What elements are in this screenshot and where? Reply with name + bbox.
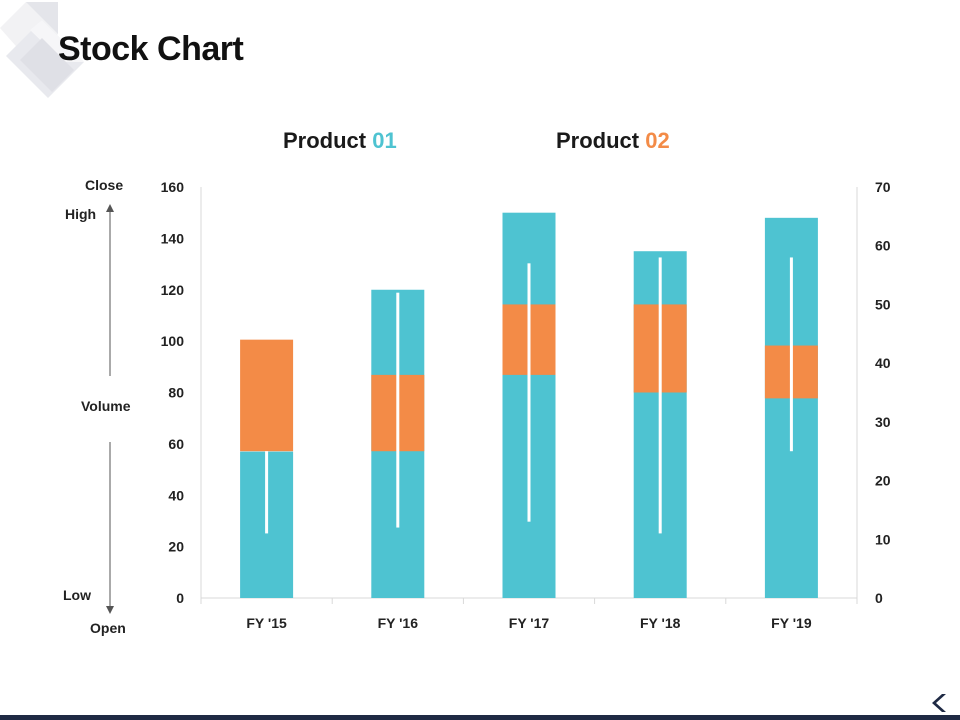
category-label: FY '15 bbox=[246, 615, 287, 631]
footer-bar bbox=[0, 715, 960, 720]
legend-product-02: Product 02 bbox=[556, 128, 670, 154]
left-tick-label: 20 bbox=[168, 539, 184, 555]
low-label: Low bbox=[63, 587, 91, 603]
left-tick-label: 60 bbox=[168, 436, 184, 452]
right-tick-label: 70 bbox=[875, 179, 891, 195]
high-low-wicks bbox=[265, 257, 793, 534]
right-tick-label: 40 bbox=[875, 355, 891, 371]
high-label: High bbox=[65, 206, 97, 222]
high-low-wick bbox=[265, 451, 269, 534]
left-tick-label: 140 bbox=[161, 230, 185, 246]
open-close-box bbox=[240, 339, 294, 452]
high-low-wick bbox=[396, 292, 400, 528]
right-tick-label: 30 bbox=[875, 414, 891, 430]
high-low-wick bbox=[527, 263, 531, 522]
right-tick-label: 60 bbox=[875, 238, 891, 254]
right-tick-label: 0 bbox=[875, 590, 883, 606]
legend-product-01-number: 01 bbox=[372, 128, 397, 153]
category-label: FY '19 bbox=[771, 615, 812, 631]
high-low-wick bbox=[658, 257, 662, 534]
legend-product-01-label: Product bbox=[283, 128, 367, 153]
close-label: Close bbox=[85, 177, 124, 193]
volume-label: Volume bbox=[81, 398, 131, 414]
right-tick-label: 10 bbox=[875, 531, 891, 547]
high-low-wick bbox=[789, 257, 793, 452]
left-tick-label: 40 bbox=[168, 487, 184, 503]
left-tick-label: 0 bbox=[176, 590, 184, 606]
chevron-left-icon bbox=[932, 694, 946, 712]
left-tick-label: 100 bbox=[161, 333, 185, 349]
legend-product-02-label: Product bbox=[556, 128, 640, 153]
legend-product-01: Product 01 bbox=[283, 128, 397, 154]
left-tick-label: 80 bbox=[168, 385, 184, 401]
right-tick-label: 50 bbox=[875, 296, 891, 312]
category-label: FY '16 bbox=[378, 615, 419, 631]
page-title: Stock Chart bbox=[58, 30, 244, 68]
open-label: Open bbox=[90, 620, 126, 636]
right-tick-label: 20 bbox=[875, 473, 891, 489]
legend-product-02-number: 02 bbox=[645, 128, 670, 153]
left-tick-label: 120 bbox=[161, 282, 185, 298]
diamond-decoration-icon bbox=[0, 2, 84, 98]
left-tick-label: 160 bbox=[161, 179, 185, 195]
tick-labels: 0 20 40 60 80 100 120 140 160 0 10 20 30 40 50 60 70 FY '… bbox=[161, 179, 891, 631]
category-label: FY '18 bbox=[640, 615, 681, 631]
category-label: FY '17 bbox=[509, 615, 550, 631]
